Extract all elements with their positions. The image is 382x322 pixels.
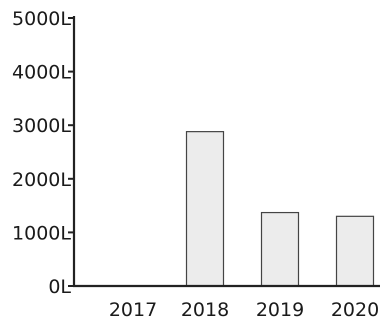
- bar-2020: [335, 215, 375, 287]
- x-tick-label-2019: 2019: [256, 299, 304, 321]
- x-tick-label-2020: 2020: [331, 299, 379, 321]
- y-tick-label: 0L: [48, 276, 71, 298]
- y-axis-ticks: 0L 1000L 2000L 3000L 4000L 5000L: [12, 8, 74, 298]
- bars: [185, 131, 375, 287]
- x-axis-labels: 2017 2018 2019 2020: [109, 299, 379, 321]
- y-tick-label: 4000L: [12, 62, 71, 84]
- y-tick-label: 2000L: [12, 169, 71, 191]
- y-tick-label: 1000L: [12, 222, 71, 244]
- x-tick-label-2017: 2017: [109, 299, 157, 321]
- bar-2018: [185, 131, 225, 287]
- bar-2019: [260, 211, 300, 287]
- x-tick-label-2018: 2018: [181, 299, 229, 321]
- y-tick-label: 5000L: [12, 8, 71, 30]
- y-tick-label: 3000L: [12, 115, 71, 137]
